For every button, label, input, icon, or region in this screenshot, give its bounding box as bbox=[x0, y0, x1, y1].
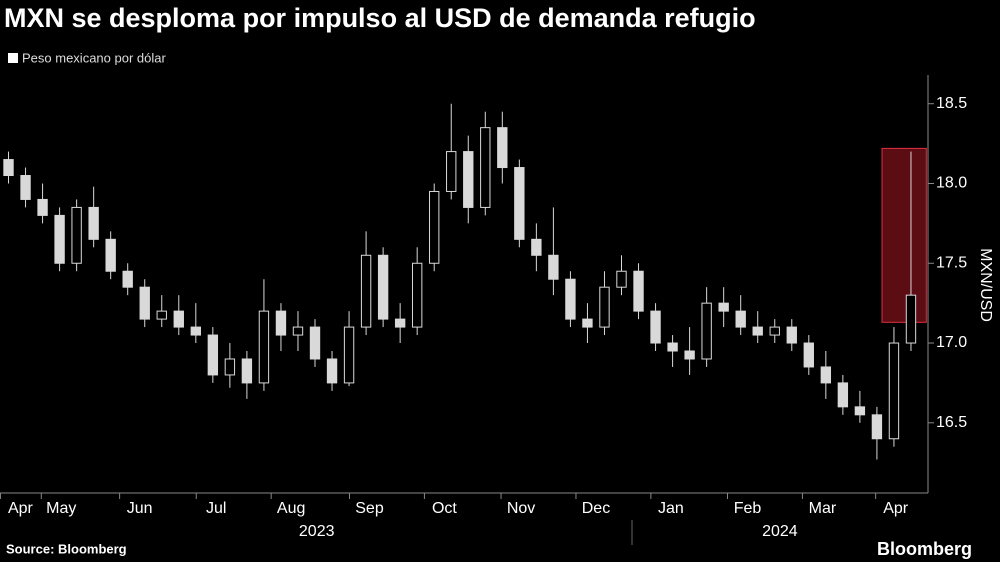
candle-body bbox=[258, 310, 270, 384]
candle-body bbox=[309, 326, 321, 360]
candle-body bbox=[326, 358, 338, 384]
candle-body bbox=[156, 310, 167, 320]
y-tick-label: 16.5 bbox=[936, 414, 967, 431]
candle-body bbox=[71, 206, 82, 264]
candle-body bbox=[735, 310, 746, 328]
candle-body bbox=[837, 382, 849, 408]
candle-body bbox=[565, 278, 576, 320]
candle-body bbox=[190, 326, 201, 336]
candle-body bbox=[718, 302, 729, 312]
candle-body bbox=[820, 366, 832, 384]
x-tick-label: Apr bbox=[883, 500, 909, 517]
candle-body bbox=[905, 294, 917, 344]
y-tick-label: 17.5 bbox=[936, 254, 967, 271]
candle-body bbox=[633, 270, 644, 312]
source: Source: Bloomberg bbox=[6, 541, 127, 556]
candle-body bbox=[650, 310, 661, 344]
candle-body bbox=[531, 238, 542, 256]
x-tick-label: Jan bbox=[658, 500, 684, 517]
x-tick-label: Jun bbox=[127, 500, 153, 517]
candle-body bbox=[480, 127, 491, 208]
y-tick-label: 17.0 bbox=[936, 334, 967, 351]
candle-body bbox=[377, 254, 389, 320]
candle-body bbox=[429, 190, 440, 264]
candle-body bbox=[786, 326, 797, 344]
x-tick-label: Dec bbox=[582, 500, 610, 517]
x-tick-label: Nov bbox=[507, 500, 535, 517]
legend-label: Peso mexicano por dólar bbox=[22, 50, 166, 65]
highlight-box bbox=[881, 147, 927, 323]
candle-body bbox=[139, 286, 150, 320]
candle-body bbox=[463, 151, 474, 208]
candle-body bbox=[514, 167, 525, 240]
candle-body bbox=[207, 334, 219, 376]
x-tick-label: Apr bbox=[8, 500, 34, 517]
x-tick-label: Sep bbox=[355, 500, 384, 517]
candle-body bbox=[105, 238, 116, 272]
x-tick-label: Mar bbox=[809, 500, 837, 517]
candle-body bbox=[888, 342, 900, 440]
candle-body bbox=[769, 326, 780, 336]
candle-body bbox=[37, 198, 48, 216]
candle-body bbox=[122, 270, 133, 288]
candle-body bbox=[854, 406, 866, 416]
y-tick-label: 18.0 bbox=[936, 175, 967, 192]
candle-body bbox=[360, 254, 372, 328]
x-group-label: 2024 bbox=[762, 523, 798, 540]
candle-body bbox=[446, 151, 457, 192]
candle-body bbox=[88, 206, 99, 240]
chart-title: MXN se desploma por impulso al USD de de… bbox=[4, 3, 756, 33]
candle-body bbox=[411, 262, 423, 328]
candle-body bbox=[667, 342, 678, 352]
candle-body bbox=[241, 358, 253, 384]
candle-body bbox=[752, 326, 763, 336]
candle-body bbox=[394, 318, 406, 328]
candle-body bbox=[548, 254, 559, 280]
x-tick-label: Oct bbox=[432, 500, 457, 517]
x-tick-label: Feb bbox=[734, 500, 762, 517]
candle-body bbox=[20, 175, 31, 200]
x-tick-label: Jul bbox=[206, 500, 226, 517]
candle-body bbox=[599, 286, 610, 328]
candle-body bbox=[275, 310, 287, 336]
candle-body bbox=[54, 214, 65, 264]
candle-body bbox=[497, 127, 508, 169]
candle-body bbox=[3, 159, 14, 177]
candle-body bbox=[803, 342, 814, 368]
x-tick-label: Aug bbox=[277, 500, 305, 517]
candle-body bbox=[684, 350, 695, 360]
y-axis-label: MXN/USD bbox=[977, 248, 994, 322]
brand: Bloomberg bbox=[877, 539, 972, 559]
candle-body bbox=[701, 302, 712, 360]
candle-body bbox=[582, 318, 593, 328]
candle-body bbox=[871, 414, 883, 440]
x-group-label: 2023 bbox=[299, 523, 335, 540]
x-tick-label: May bbox=[46, 500, 76, 517]
legend-swatch bbox=[8, 53, 18, 63]
candle-body bbox=[292, 326, 304, 336]
candle-body bbox=[224, 358, 236, 376]
candle-body bbox=[616, 270, 627, 288]
candle-body bbox=[343, 326, 355, 384]
candle-body bbox=[173, 310, 184, 328]
y-tick-label: 18.5 bbox=[936, 95, 967, 112]
